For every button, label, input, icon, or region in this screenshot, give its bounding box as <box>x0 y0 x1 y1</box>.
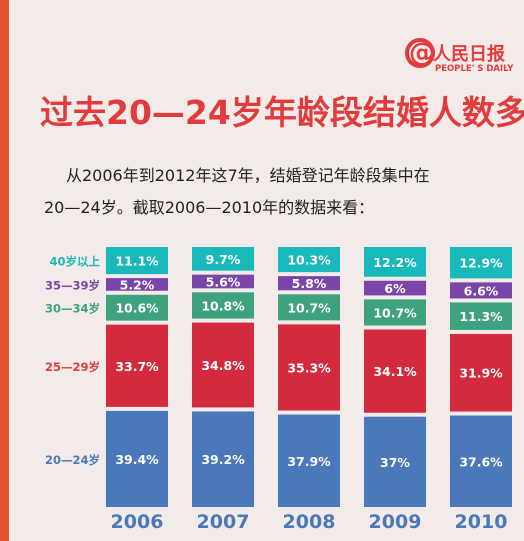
bar-segment <box>106 324 168 407</box>
data-label: 12.2% <box>373 255 417 270</box>
bar-segment <box>278 324 340 411</box>
data-label: 31.9% <box>459 366 503 381</box>
bar-segment <box>364 416 426 507</box>
bar-segment <box>450 333 512 412</box>
data-label: 9.7% <box>206 252 241 267</box>
legend-label: 40岁以上 <box>49 255 100 269</box>
description-line-2: 20—24岁。截取2006—2010年的数据来看： <box>44 198 375 217</box>
bar-segment <box>192 292 254 319</box>
bar-segment <box>278 276 340 291</box>
bar-segment <box>278 414 340 507</box>
data-label: 37.9% <box>287 454 331 469</box>
data-label: 33.7% <box>115 359 159 374</box>
data-label: 34.1% <box>373 364 417 379</box>
data-label: 6% <box>384 281 406 296</box>
bar-segment <box>450 302 512 330</box>
bar-segment <box>192 247 254 271</box>
data-label: 10.7% <box>287 300 331 315</box>
data-label: 10.7% <box>373 305 417 320</box>
data-label: 35.3% <box>287 360 331 375</box>
bar-segment <box>278 247 340 273</box>
bar-segment <box>106 294 168 321</box>
data-label: 10.3% <box>287 253 331 268</box>
bar-segment <box>106 247 168 275</box>
x-tick-label: 2006 <box>111 511 164 533</box>
bar-segment <box>364 247 426 277</box>
data-label: 11.3% <box>459 309 503 324</box>
bar-segment <box>192 411 254 507</box>
data-label: 37% <box>380 455 410 470</box>
data-label: 39.2% <box>201 452 245 467</box>
bar-segment <box>450 282 512 299</box>
data-label: 5.6% <box>206 274 241 289</box>
data-label: 12.9% <box>459 256 503 271</box>
data-label: 34.8% <box>201 358 245 373</box>
data-label: 5.8% <box>292 276 327 291</box>
description-line-1: 从2006年到2012年这7年，结婚登记年龄段集中在 <box>66 166 430 185</box>
data-label: 10.6% <box>115 301 159 316</box>
legend-label: 25—29岁 <box>45 360 100 374</box>
bar-segment <box>192 274 254 289</box>
bar-segment <box>192 322 254 408</box>
legend-label: 30—34岁 <box>45 302 100 316</box>
bar-segment <box>106 410 168 507</box>
x-tick-label: 2008 <box>283 511 336 533</box>
logo-english-name: PEOPLE' S DAILY <box>435 64 514 74</box>
x-tick-label: 2010 <box>455 511 508 533</box>
data-label: 10.8% <box>201 298 245 313</box>
bar-segment <box>450 247 512 279</box>
logo-ring-icon <box>405 38 435 68</box>
bar-segment <box>278 294 340 321</box>
bar-segment <box>364 329 426 413</box>
logo-at-symbol: @ <box>409 38 435 68</box>
bar-segment <box>450 415 512 507</box>
x-tick-label: 2009 <box>369 511 422 533</box>
bar-segment <box>106 278 168 291</box>
people-daily-logo: @ 人民日报 PEOPLE' S DAILY <box>405 36 515 80</box>
data-label: 6.6% <box>464 283 499 298</box>
bar-segment <box>364 299 426 326</box>
logo-name: 人民日报 <box>433 44 505 65</box>
bar-segment <box>364 280 426 296</box>
data-label: 11.1% <box>115 254 159 269</box>
data-label: 5.2% <box>120 277 155 292</box>
legend-label: 20—24岁 <box>45 453 100 467</box>
page-title: 过去20—24岁年龄段结婚人数多 <box>40 93 524 132</box>
data-label: 37.6% <box>459 454 503 469</box>
x-tick-label: 2007 <box>197 511 250 533</box>
legend-label: 35—39岁 <box>45 278 100 292</box>
data-label: 39.4% <box>115 452 159 467</box>
description: 从2006年到2012年这7年，结婚登记年龄段集中在 20—24岁。截取2006… <box>44 160 484 224</box>
accent-bar <box>0 0 9 541</box>
